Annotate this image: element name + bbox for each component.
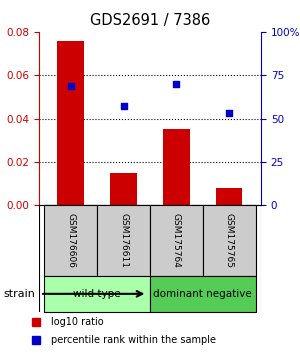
Bar — [110, 173, 137, 205]
Point — [227, 110, 232, 116]
Text: percentile rank within the sample: percentile rank within the sample — [51, 335, 216, 344]
Bar — [58, 41, 84, 205]
Point — [68, 83, 73, 88]
Bar — [216, 188, 242, 205]
Bar — [150, 205, 203, 276]
Point — [121, 104, 126, 109]
Text: GSM175764: GSM175764 — [172, 213, 181, 268]
Bar — [44, 205, 97, 276]
Bar — [44, 276, 150, 312]
Text: wild type: wild type — [73, 289, 121, 299]
Bar — [150, 276, 256, 312]
Text: strain: strain — [3, 289, 35, 299]
Point — [174, 81, 179, 87]
Text: GSM176611: GSM176611 — [119, 213, 128, 268]
Bar — [203, 205, 256, 276]
Text: log10 ratio: log10 ratio — [51, 318, 104, 327]
Title: GDS2691 / 7386: GDS2691 / 7386 — [90, 13, 210, 28]
Bar — [163, 130, 190, 205]
Text: GSM176606: GSM176606 — [66, 213, 75, 268]
Text: dominant negative: dominant negative — [154, 289, 252, 299]
Text: GSM175765: GSM175765 — [225, 213, 234, 268]
Bar — [97, 205, 150, 276]
